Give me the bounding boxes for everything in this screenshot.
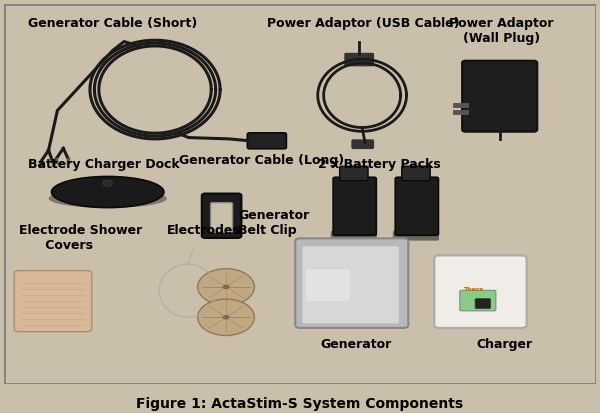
FancyBboxPatch shape [333,177,376,235]
Circle shape [197,269,254,305]
Circle shape [103,180,112,186]
FancyBboxPatch shape [247,133,286,149]
Text: Figure 1: ActaStim-S System Components: Figure 1: ActaStim-S System Components [136,397,464,411]
FancyBboxPatch shape [302,246,399,323]
Text: Thera: Thera [463,287,483,292]
Text: Electrodes: Electrodes [167,224,241,237]
FancyBboxPatch shape [211,203,233,232]
Text: Generator
Belt Clip: Generator Belt Clip [238,209,309,237]
FancyBboxPatch shape [402,166,430,180]
FancyBboxPatch shape [306,269,350,301]
FancyBboxPatch shape [345,54,373,66]
FancyBboxPatch shape [395,177,439,235]
Text: Charger: Charger [476,338,532,351]
Text: Generator Cable (Long): Generator Cable (Long) [179,154,344,167]
FancyBboxPatch shape [295,238,408,328]
Text: Battery Charger Dock: Battery Charger Dock [28,158,179,171]
Circle shape [223,285,230,289]
FancyBboxPatch shape [340,166,368,180]
FancyBboxPatch shape [352,140,373,148]
FancyBboxPatch shape [331,231,377,241]
FancyBboxPatch shape [462,61,537,132]
Circle shape [197,299,254,335]
FancyBboxPatch shape [475,299,491,309]
Text: 2 x Battery Packs: 2 x Battery Packs [318,158,440,171]
FancyBboxPatch shape [434,255,527,328]
Text: Generator Cable (Short): Generator Cable (Short) [28,17,197,31]
Ellipse shape [52,176,164,208]
Text: Electrode Shower
      Covers: Electrode Shower Covers [19,224,142,252]
FancyBboxPatch shape [460,290,496,311]
Text: Power Adaptor
(Wall Plug): Power Adaptor (Wall Plug) [449,17,553,45]
FancyBboxPatch shape [393,231,439,241]
Circle shape [223,315,230,320]
Text: Power Adaptor (USB Cable): Power Adaptor (USB Cable) [268,17,460,31]
Ellipse shape [49,189,167,208]
Text: Generator: Generator [320,338,392,351]
FancyBboxPatch shape [14,271,92,332]
FancyBboxPatch shape [202,194,241,238]
